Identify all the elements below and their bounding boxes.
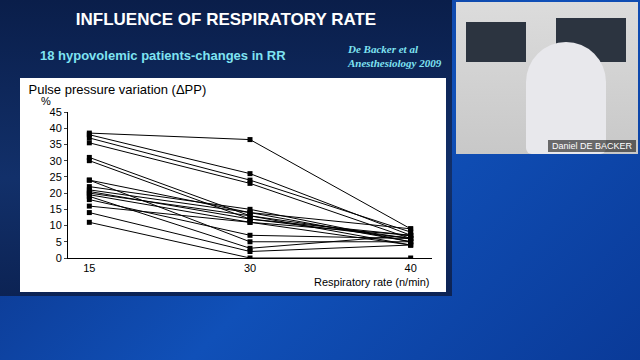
svg-text:40: 40 bbox=[405, 262, 417, 274]
svg-text:10: 10 bbox=[50, 219, 62, 231]
svg-text:15: 15 bbox=[50, 203, 62, 215]
html-text:Anesthesiology 2009: Anesthesiology 2009 bbox=[348, 57, 442, 69]
svg-text:15: 15 bbox=[83, 262, 95, 274]
svg-text:45: 45 bbox=[50, 106, 62, 118]
svg-text:30: 30 bbox=[50, 155, 62, 167]
html-text:De Backer et al: De Backer et al bbox=[348, 43, 418, 55]
svg-text:Respiratory rate (n/min): Respiratory rate (n/min) bbox=[314, 276, 430, 288]
html-text:INFLUENCE OF RESPIRATORY RATE: INFLUENCE OF RESPIRATORY RATE bbox=[75, 10, 377, 29]
svg-text:35: 35 bbox=[50, 138, 62, 150]
svg-text:40: 40 bbox=[50, 122, 62, 134]
html-text:18 hypovolemic patients-change: 18 hypovolemic patients-changes in RR bbox=[40, 48, 286, 63]
svg-text:20: 20 bbox=[50, 187, 62, 199]
svg-text:30: 30 bbox=[244, 262, 256, 274]
svg-text:Pulse pressure variation (ΔPP): Pulse pressure variation (ΔPP) bbox=[29, 82, 207, 97]
svg-text:25: 25 bbox=[50, 171, 62, 183]
svg-text:5: 5 bbox=[56, 236, 62, 248]
svg-text:0: 0 bbox=[56, 252, 62, 264]
html-text:Daniel DE BACKER: Daniel DE BACKER bbox=[552, 141, 632, 151]
svg-text:%: % bbox=[41, 95, 51, 107]
